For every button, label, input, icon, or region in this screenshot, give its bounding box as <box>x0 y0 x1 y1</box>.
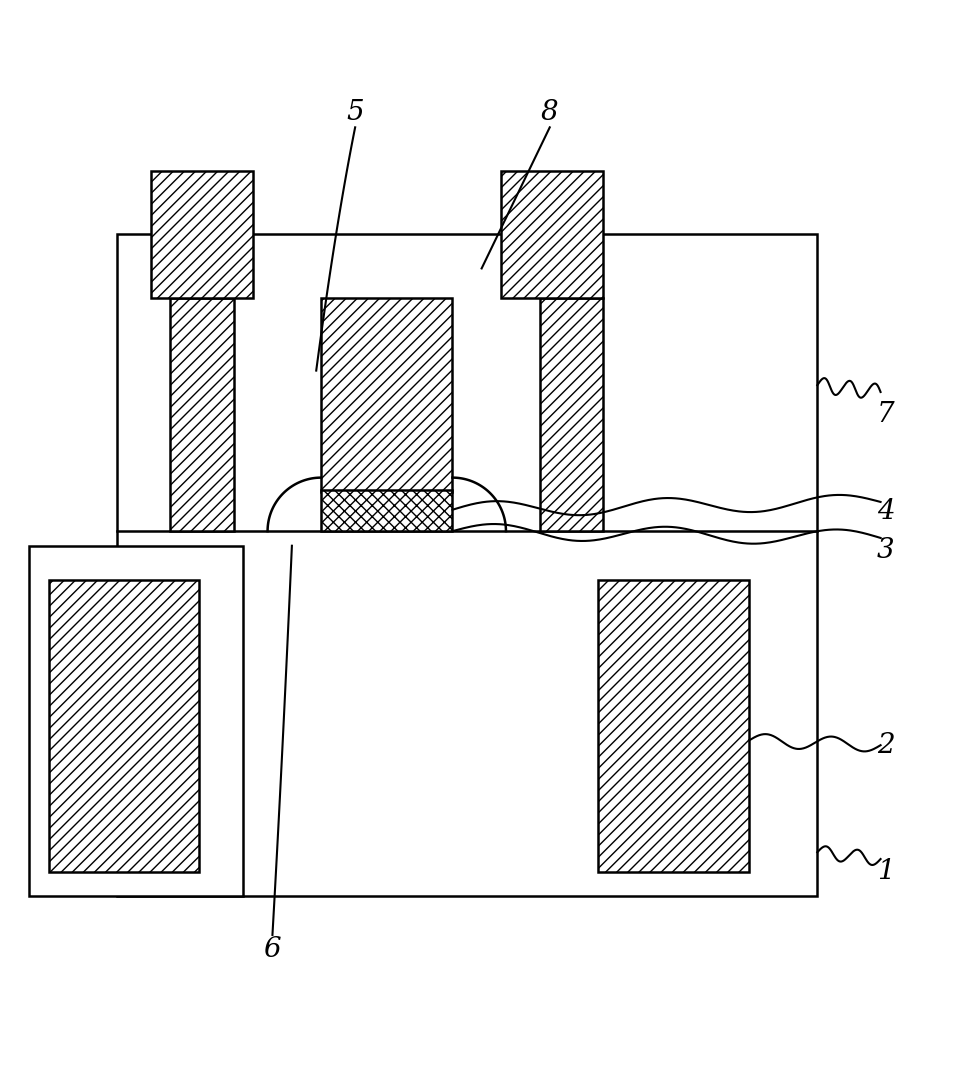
Text: 1: 1 <box>877 859 894 885</box>
Text: 7: 7 <box>877 401 894 428</box>
Bar <box>151 172 253 298</box>
Text: 8: 8 <box>541 100 559 126</box>
Bar <box>321 298 452 492</box>
Text: 3: 3 <box>877 537 894 564</box>
Bar <box>540 298 603 531</box>
Text: 5: 5 <box>346 100 364 126</box>
Bar <box>49 580 199 872</box>
Text: 6: 6 <box>264 936 281 963</box>
Bar <box>117 235 817 896</box>
Bar <box>501 172 603 298</box>
Bar <box>598 580 749 872</box>
Bar <box>29 546 243 896</box>
Text: 4: 4 <box>877 498 894 525</box>
Bar <box>321 490 452 531</box>
Bar <box>170 298 234 531</box>
Text: 2: 2 <box>877 732 894 759</box>
